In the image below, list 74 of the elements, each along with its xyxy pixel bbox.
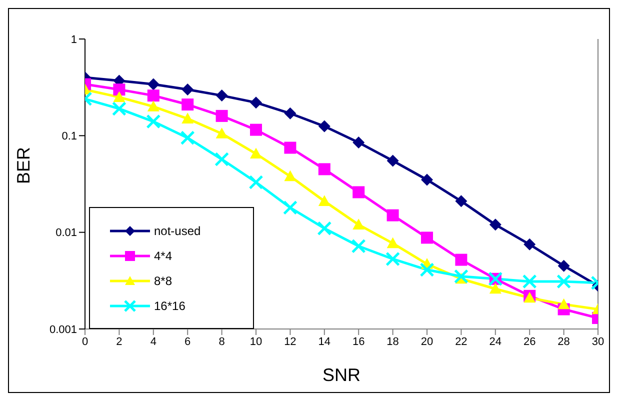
y-tick-label: 0.01 [56, 227, 77, 240]
legend-label: not-used [154, 224, 201, 238]
point [284, 142, 296, 154]
point [556, 274, 572, 289]
point [386, 237, 399, 248]
point [284, 107, 296, 120]
point [147, 78, 160, 90]
point [454, 269, 468, 284]
point [182, 112, 194, 124]
point [216, 110, 228, 122]
point [421, 232, 433, 244]
point [250, 96, 262, 109]
point [214, 152, 230, 167]
x-tick-label: 16 [352, 336, 365, 348]
point [522, 274, 537, 289]
point [420, 262, 434, 278]
point [352, 136, 365, 148]
point [386, 209, 399, 222]
point [182, 98, 194, 111]
point [489, 282, 502, 294]
x-tick-label: 28 [558, 336, 570, 348]
point [558, 260, 570, 272]
y-tick-label: 0.1 [62, 130, 77, 143]
y-tick-label: 0.001 [49, 324, 77, 336]
x-tick-label: 18 [386, 336, 399, 348]
x-tick-label: 22 [455, 336, 468, 348]
point [318, 120, 330, 132]
y-tick-label: 1 [70, 34, 77, 46]
legend-label: 8*8 [154, 274, 172, 288]
point [180, 130, 195, 146]
point [455, 254, 468, 266]
point [250, 148, 262, 159]
legend-label: 4*4 [154, 248, 172, 262]
x-tick-label: 26 [523, 336, 536, 348]
point [216, 90, 228, 102]
point [352, 218, 365, 230]
point [421, 174, 433, 186]
point [113, 91, 126, 102]
x-tick-label: 12 [284, 336, 296, 348]
point [284, 170, 296, 182]
point [558, 298, 570, 310]
y-axis-title: BER [13, 146, 34, 184]
point [146, 114, 161, 129]
point [282, 200, 298, 215]
point [147, 90, 160, 102]
x-tick-label: 8 [218, 336, 225, 348]
point [524, 238, 536, 250]
x-tick-label: 6 [184, 336, 191, 348]
point [147, 100, 160, 112]
point [386, 154, 399, 167]
x-tick-label: 20 [420, 336, 434, 348]
point [250, 124, 262, 136]
point [182, 84, 194, 96]
point [317, 221, 332, 236]
point [248, 174, 264, 190]
point [351, 238, 366, 254]
x-tick-label: 2 [116, 336, 122, 348]
x-tick-label: 4 [150, 336, 156, 348]
point [386, 252, 400, 266]
point [216, 128, 228, 138]
point [352, 186, 365, 198]
point [113, 84, 126, 96]
point [318, 163, 330, 176]
x-axis-title: SNR [322, 365, 361, 385]
x-tick-label: 0 [82, 336, 88, 348]
point [318, 195, 330, 206]
legend-label: 16*16 [154, 298, 186, 312]
x-tick-label: 30 [592, 336, 604, 348]
point [489, 218, 502, 231]
x-tick-label: 14 [318, 336, 331, 348]
point [112, 101, 126, 116]
point [455, 195, 468, 208]
x-tick-label: 24 [489, 336, 502, 348]
x-tick-label: 10 [250, 336, 262, 348]
